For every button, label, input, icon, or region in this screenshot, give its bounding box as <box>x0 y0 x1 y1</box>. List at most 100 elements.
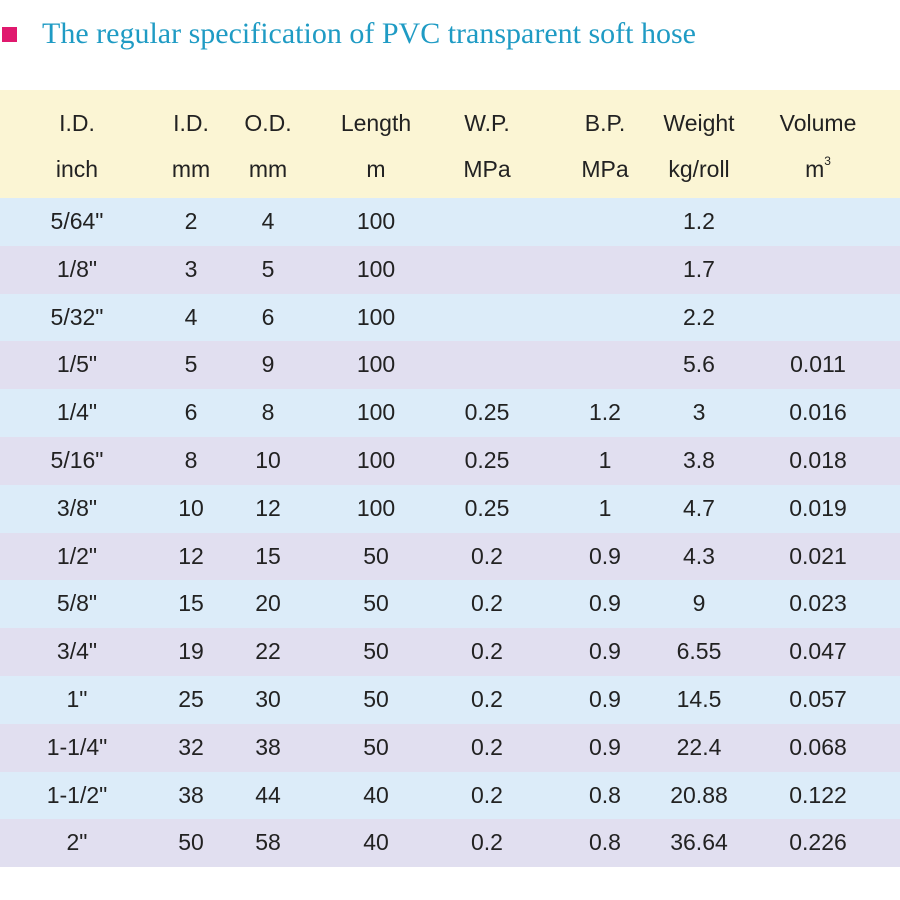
cell-working-pressure <box>440 246 534 294</box>
header-id-inch: I.D. inch <box>55 110 99 182</box>
cell-id-mm: 8 <box>184 446 198 473</box>
cell-length: 40 <box>363 829 389 856</box>
cell-working-pressure: 0.2 <box>471 638 503 665</box>
cell-id-mm: 5 <box>184 351 198 378</box>
cell-od-mm: 30 <box>255 685 281 712</box>
cell-id-mm: 2 <box>184 208 198 234</box>
cell-volume: 0.226 <box>789 829 847 856</box>
cell-weight: 2.2 <box>683 303 715 330</box>
table-row: 1-1/4" 32 38 50 0.2 0.9 22.4 0.068 <box>0 723 900 772</box>
cell-od-mm: 58 <box>255 829 281 856</box>
table-row: 2" 50 58 40 0.2 0.8 36.64 0.226 <box>0 819 900 868</box>
cell-length: 40 <box>363 781 389 808</box>
cell-volume <box>766 198 870 246</box>
cell-working-pressure: 0.2 <box>471 829 503 856</box>
spec-table: I.D. inch I.D. mm O.D. mm Length m W.P. … <box>0 90 900 868</box>
cell-working-pressure: 0.2 <box>471 733 503 760</box>
cell-id-inch: 3/4" <box>56 638 98 665</box>
table-body: 5/64" 2 4 100 1.2 1/8" 3 5 100 1.7 5/32" 4 6 100 2.2 1/… <box>0 198 900 868</box>
title-bullet <box>2 26 17 42</box>
cell-burst-pressure: 0.9 <box>589 590 621 617</box>
table-row: 1-1/2" 38 44 40 0.2 0.8 20.88 0.122 <box>0 771 900 820</box>
cell-burst-pressure: 1 <box>598 494 612 521</box>
cell-id-inch: 5/8" <box>56 590 98 617</box>
cell-od-mm: 5 <box>261 255 275 282</box>
cell-od-mm: 38 <box>255 733 281 760</box>
cell-id-inch: 1-1/4" <box>46 733 108 760</box>
cell-working-pressure <box>440 198 534 246</box>
cell-od-mm: 9 <box>261 351 275 378</box>
table-row: 1/8" 3 5 100 1.7 <box>0 245 900 294</box>
cell-weight: 22.4 <box>676 733 722 760</box>
cell-weight: 1.7 <box>683 255 715 282</box>
cell-id-inch: 1/2" <box>56 542 98 569</box>
cell-weight: 14.5 <box>676 685 722 712</box>
cell-volume: 0.057 <box>789 685 847 712</box>
cell-od-mm: 6 <box>261 303 275 330</box>
table-row: 5/16" 8 10 100 0.25 1 3.8 0.018 <box>0 436 900 485</box>
cell-burst-pressure: 0.9 <box>589 685 621 712</box>
cell-od-mm: 15 <box>255 542 281 569</box>
cell-working-pressure: 0.2 <box>471 542 503 569</box>
cell-burst-pressure <box>565 246 645 294</box>
cell-working-pressure <box>440 341 534 389</box>
cell-volume: 0.068 <box>789 733 847 760</box>
cell-od-mm: 4 <box>261 208 275 234</box>
cell-length: 100 <box>356 255 396 282</box>
cell-length: 50 <box>363 590 389 617</box>
cell-id-inch: 5/32" <box>50 303 104 330</box>
header-burst-pressure: B.P. MPa <box>581 110 629 182</box>
cell-volume: 0.047 <box>789 638 847 665</box>
table-header: I.D. inch I.D. mm O.D. mm Length m W.P. … <box>0 90 900 198</box>
cell-burst-pressure: 0.9 <box>589 542 621 569</box>
cell-working-pressure: 0.25 <box>464 446 510 473</box>
cell-weight: 3 <box>692 399 706 426</box>
cell-weight: 4.3 <box>683 542 715 569</box>
cell-id-mm: 19 <box>178 638 204 665</box>
table-row: 3/8" 10 12 100 0.25 1 4.7 0.019 <box>0 484 900 533</box>
cell-weight: 36.64 <box>670 829 728 856</box>
cell-volume: 0.016 <box>789 399 847 426</box>
cell-od-mm: 10 <box>255 446 281 473</box>
cell-volume <box>766 246 870 294</box>
cell-id-mm: 4 <box>184 303 198 330</box>
header-length: Length m <box>340 110 412 182</box>
title-bar: The regular specification of PVC transpa… <box>0 12 900 56</box>
cell-id-mm: 32 <box>178 733 204 760</box>
table-row: 1" 25 30 50 0.2 0.9 14.5 0.057 <box>0 675 900 724</box>
cell-length: 100 <box>356 351 396 378</box>
cell-id-mm: 10 <box>178 494 204 521</box>
cell-volume: 0.021 <box>789 542 847 569</box>
cell-weight: 9 <box>692 590 706 617</box>
cell-burst-pressure <box>565 294 645 342</box>
cell-length: 50 <box>363 685 389 712</box>
cell-working-pressure: 0.2 <box>471 781 503 808</box>
table-row: 5/32" 4 6 100 2.2 <box>0 293 900 342</box>
cell-burst-pressure: 0.9 <box>589 638 621 665</box>
cell-volume: 0.018 <box>789 446 847 473</box>
cell-od-mm: 44 <box>255 781 281 808</box>
cell-weight: 5.6 <box>683 351 715 378</box>
cell-burst-pressure <box>565 198 645 246</box>
cell-volume <box>766 294 870 342</box>
cell-burst-pressure: 0.8 <box>589 781 621 808</box>
cell-id-mm: 38 <box>178 781 204 808</box>
cell-length: 100 <box>356 208 396 234</box>
cell-burst-pressure: 0.9 <box>589 733 621 760</box>
cell-burst-pressure: 0.8 <box>589 829 621 856</box>
table-row: 1/4" 6 8 100 0.25 1.2 3 0.016 <box>0 389 900 437</box>
cell-working-pressure: 0.2 <box>471 590 503 617</box>
cell-od-mm: 22 <box>255 638 281 665</box>
cell-working-pressure: 0.25 <box>464 399 510 426</box>
cell-volume: 0.122 <box>789 781 847 808</box>
cell-length: 100 <box>356 494 396 521</box>
cell-weight: 3.8 <box>683 446 715 473</box>
cell-length: 50 <box>363 638 389 665</box>
cell-id-mm: 50 <box>178 829 204 856</box>
cell-length: 50 <box>363 542 389 569</box>
cell-length: 100 <box>356 446 396 473</box>
cell-id-inch: 1/4" <box>56 399 98 426</box>
cell-volume: 0.023 <box>789 590 847 617</box>
cell-length: 50 <box>363 733 389 760</box>
cell-id-mm: 3 <box>184 255 198 282</box>
